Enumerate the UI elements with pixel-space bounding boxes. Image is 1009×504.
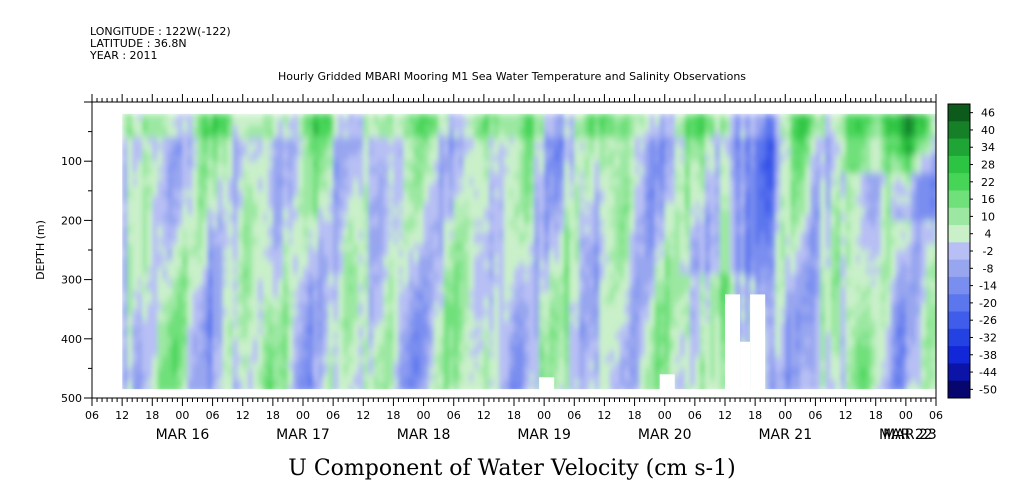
- colorbar-swatch: [948, 190, 970, 209]
- latitude-label: LATITUDE : 36.8N: [90, 37, 187, 50]
- x-day-label: MAR 23: [883, 427, 937, 443]
- colorbar-swatch: [948, 242, 970, 261]
- missing-block: [740, 341, 751, 398]
- colorbar-label: 34: [981, 141, 995, 154]
- x-tick-label: 06: [206, 409, 220, 422]
- x-tick-label: 00: [658, 409, 672, 422]
- x-tick-label: 12: [839, 409, 853, 422]
- x-day-label: MAR 16: [156, 427, 210, 443]
- x-axis: 06 12 18 00 06 12 18 00 06 12 18 00 06 12 18 00 06 12 18 00…: [85, 398, 943, 443]
- x-tick-label: 00: [175, 409, 189, 422]
- x-tick-label: 06: [688, 409, 702, 422]
- variable-title: U Component of Water Velocity (cm s-1): [288, 456, 735, 481]
- x-tick-label: 06: [447, 409, 461, 422]
- colorbar-swatch: [948, 173, 970, 191]
- longitude-label: LONGITUDE : 122W(-122): [90, 25, 231, 38]
- y-tick-label: 100: [61, 155, 82, 168]
- colorbar-label: -2: [983, 245, 994, 258]
- colorbar-label: 16: [981, 193, 995, 206]
- x-tick-label: 12: [718, 409, 732, 422]
- x-tick-label: 00: [296, 409, 310, 422]
- colorbar-label: -44: [979, 366, 997, 379]
- heatmap-area: [92, 102, 936, 398]
- velocity-field: [122, 113, 936, 393]
- x-tick-label: 12: [236, 409, 250, 422]
- colorbar-swatch: [948, 328, 970, 347]
- x-tick-label: 18: [628, 409, 642, 422]
- x-tick-label: 18: [748, 409, 762, 422]
- colorbar-swatch: [948, 294, 970, 313]
- colorbar-swatch: [948, 138, 970, 157]
- y-axis-label: DEPTH (m): [34, 220, 47, 280]
- y-tick-label: 200: [61, 214, 82, 227]
- colorbar-label: 10: [981, 210, 995, 223]
- colorbar-label: 46: [981, 107, 995, 120]
- colorbar-swatch: [948, 225, 970, 243]
- colorbar-label: -20: [979, 297, 997, 310]
- colorbar-swatch: [948, 380, 970, 399]
- chart-title: Hourly Gridded MBARI Mooring M1 Sea Wate…: [278, 70, 746, 83]
- x-tick-label: 12: [477, 409, 491, 422]
- x-axis-top: [91, 94, 937, 102]
- colorbar-swatch: [948, 207, 970, 226]
- x-tick-label: 06: [929, 409, 943, 422]
- x-tick-label: 06: [326, 409, 340, 422]
- x-tick-label: 12: [115, 409, 129, 422]
- year-label: YEAR : 2011: [89, 49, 158, 62]
- x-day-label: MAR 22: [879, 427, 933, 443]
- x-tick-label: 06: [85, 409, 99, 422]
- colorbar-swatch: [948, 363, 970, 382]
- x-tick-label: 18: [507, 409, 521, 422]
- colorbar-swatch: [948, 259, 970, 278]
- missing-block: [659, 374, 675, 398]
- x-tick-label: 18: [145, 409, 159, 422]
- x-tick-label: 12: [356, 409, 370, 422]
- colorbar-label: 40: [981, 124, 995, 137]
- colorbar-label: 22: [981, 176, 995, 189]
- missing-data-mask: [92, 102, 936, 398]
- x-tick-label: 12: [597, 409, 611, 422]
- missing-block: [539, 377, 555, 398]
- colorbar-swatch: [948, 276, 970, 295]
- colorbar-swatch: [948, 121, 970, 140]
- missing-block: [750, 294, 766, 398]
- colorbar-label: -38: [979, 349, 997, 362]
- colorbar-swatch: [948, 311, 970, 330]
- x-tick-label: 00: [417, 409, 431, 422]
- x-day-label: MAR 18: [397, 427, 451, 443]
- colorbar-swatch: [948, 155, 970, 174]
- y-tick-label: 400: [61, 333, 82, 346]
- x-day-label: MAR 17: [276, 427, 330, 443]
- colorbar-label: 28: [981, 159, 995, 172]
- colorbar-swatch: [948, 104, 970, 122]
- x-tick-label: 18: [869, 409, 883, 422]
- colorbar-label: 4: [985, 228, 992, 241]
- x-tick-label: 18: [266, 409, 280, 422]
- x-tick-label: 00: [537, 409, 551, 422]
- colorbar: 46 40 34 28 22 16 10 4 -2 -8 -14 -20 -26 -32 -38 -44 -50: [947, 103, 997, 399]
- x-tick-label: 06: [567, 409, 581, 422]
- x-tick-label: 00: [899, 409, 913, 422]
- colorbar-label: -14: [979, 280, 997, 293]
- colorbar-swatch: [948, 346, 970, 364]
- x-day-label: MAR 20: [638, 427, 692, 443]
- colorbar-label: -32: [979, 331, 997, 344]
- y-tick-label: 300: [61, 274, 82, 287]
- x-day-label: MAR 19: [517, 427, 571, 443]
- y-tick-label: 500: [61, 392, 82, 405]
- x-tick-label: 06: [808, 409, 822, 422]
- colorbar-label: -8: [983, 262, 994, 275]
- x-day-label: MAR 21: [758, 427, 812, 443]
- missing-block: [725, 294, 741, 398]
- colorbar-label: -26: [979, 314, 997, 327]
- x-tick-label: 00: [778, 409, 792, 422]
- colorbar-label: -50: [979, 383, 997, 396]
- x-tick-label: 18: [386, 409, 400, 422]
- y-axis: 100 200 300 400 500: [61, 101, 92, 405]
